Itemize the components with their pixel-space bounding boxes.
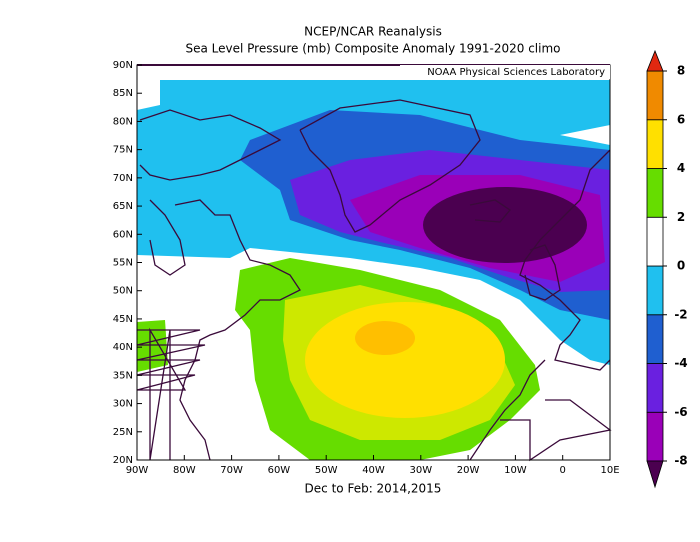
chart-subtitle: Sea Level Pressure (mb) Composite Anomal…	[185, 42, 560, 56]
anomaly-orange	[355, 321, 415, 355]
x-tick-label: 80W	[173, 465, 196, 476]
colorbar-tick-label: 2	[677, 210, 685, 224]
credit-box	[400, 65, 610, 79]
y-tick-label: 65N	[113, 201, 133, 212]
colorbar-segment	[646, 363, 664, 413]
y-tick-label: 35N	[113, 370, 133, 381]
anomaly-dark-purple	[423, 187, 587, 263]
canada-arctic-coast	[139, 109, 282, 181]
hudson-bay-coast	[149, 199, 186, 276]
africa-coast	[469, 359, 546, 461]
y-tick-label: 90N	[113, 60, 133, 71]
y-tick-label: 40N	[113, 342, 133, 353]
y-tick-label: 50N	[113, 286, 133, 297]
europe-coast	[519, 149, 611, 371]
colorbar-tick-label: 4	[677, 161, 685, 175]
x-tick-label: 0	[560, 465, 566, 476]
colorbar-tick-label: -2	[674, 307, 687, 321]
map-fills	[137, 65, 610, 460]
x-tick-label: 10E	[600, 465, 619, 476]
colorbar-tick-label: 6	[677, 112, 685, 126]
anomaly-green-west	[137, 320, 168, 372]
x-tick-label: 90W	[126, 465, 149, 476]
y-tick-label: 60N	[113, 229, 133, 240]
colorbar-segment	[646, 216, 664, 267]
colorbar-segment	[646, 119, 664, 169]
colorbar-tick-label: 8	[677, 64, 685, 78]
colorbar-segment	[646, 314, 664, 364]
colorbar-segment	[646, 70, 664, 121]
us-states	[136, 327, 206, 461]
credit: NOAA Physical Sciences Laboratory	[427, 67, 605, 78]
x-tick-label: 60W	[268, 465, 291, 476]
colorbar-segment	[646, 411, 664, 462]
y-tick-label: 80N	[113, 116, 133, 127]
chart-title: NCEP/NCAR Reanalysis	[304, 25, 442, 39]
x-tick-label: 40W	[362, 465, 385, 476]
y-tick-label: 70N	[113, 173, 133, 184]
colorbar-segment	[646, 168, 664, 218]
x-tick-label: 70W	[220, 465, 243, 476]
y-tick-label: 85N	[113, 88, 133, 99]
colorbar-over-arrow	[646, 49, 664, 72]
north-america-east-coast	[174, 199, 301, 461]
greenland-coast	[299, 99, 481, 233]
africa-borders	[500, 399, 612, 462]
y-tick-label: 25N	[113, 427, 133, 438]
x-axis-label: Dec to Feb: 2014,2015	[305, 482, 442, 496]
y-tick-label: 30N	[113, 399, 133, 410]
colorbar-tick-label: 0	[677, 259, 685, 273]
iceland-coast	[469, 199, 511, 223]
colorbar-tick-label: -8	[674, 454, 687, 468]
y-tick-label: 20N	[113, 455, 133, 466]
y-tick-label: 55N	[113, 258, 133, 269]
coastlines	[136, 99, 612, 462]
y-tick-label: 45N	[113, 314, 133, 325]
x-tick-label: 30W	[409, 465, 432, 476]
colorbar-tick-label: -4	[674, 356, 687, 370]
colorbar-tick-label: -6	[674, 405, 687, 419]
colorbar-segment	[646, 265, 664, 316]
colorbar-under-arrow	[646, 460, 664, 489]
x-tick-label: 50W	[315, 465, 338, 476]
uk-coast	[524, 244, 561, 301]
anomaly-yellow	[305, 302, 505, 418]
x-tick-label: 20W	[457, 465, 480, 476]
x-tick-label: 10W	[504, 465, 527, 476]
y-tick-label: 75N	[113, 145, 133, 156]
